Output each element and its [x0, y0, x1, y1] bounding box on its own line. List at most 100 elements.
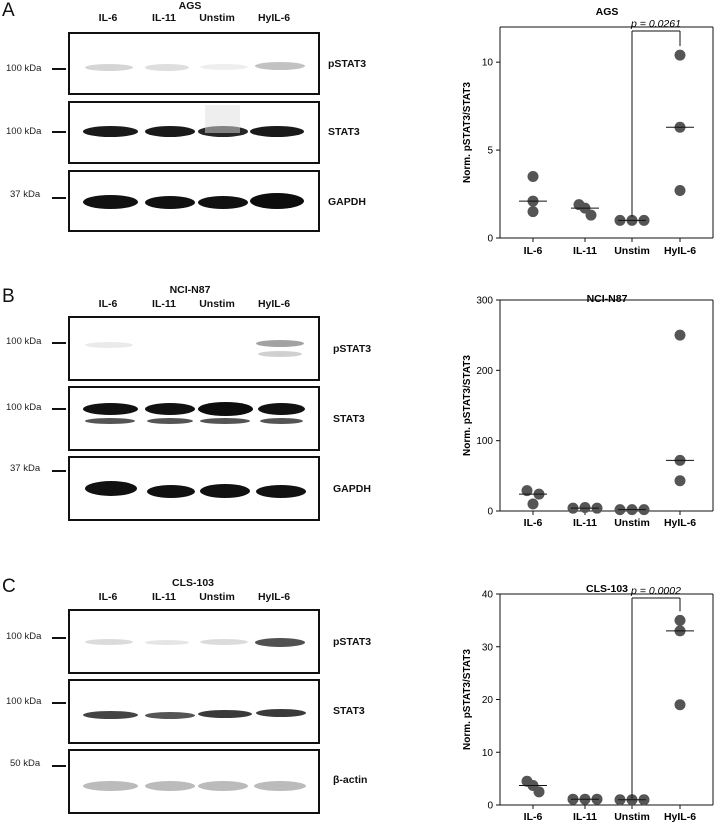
band — [83, 126, 138, 137]
data-point — [614, 214, 626, 226]
lane-label-il6-a: IL-6 — [98, 12, 118, 24]
band — [200, 484, 250, 498]
data-point — [674, 625, 686, 637]
y-tick-label: 100 — [476, 436, 493, 447]
mw-tick — [52, 637, 66, 639]
western-blot-pstat3-a — [68, 32, 320, 95]
x-tick-label: IL-11 — [573, 245, 597, 257]
band — [83, 403, 138, 415]
y-tick-label: 5 — [487, 146, 493, 157]
band — [83, 711, 138, 719]
x-tick-label: HyIL-6 — [664, 517, 696, 529]
y-axis-label: Norm. pSTAT3/STAT3 — [462, 82, 473, 183]
band — [260, 418, 303, 424]
y-tick-label: 40 — [482, 590, 494, 601]
data-point — [591, 502, 603, 514]
mw-marker: 100 kDa — [6, 126, 42, 137]
lane-label-il6-b: IL-6 — [98, 298, 118, 310]
mw-marker: 100 kDa — [6, 336, 42, 347]
band — [147, 418, 193, 424]
data-point — [638, 794, 650, 806]
mw-marker: 37 kDa — [10, 463, 41, 474]
y-axis-label: Norm. pSTAT3/STAT3 — [462, 649, 473, 750]
data-point — [591, 793, 603, 805]
chart-title: NCI-N87 — [587, 293, 628, 305]
data-point — [674, 329, 686, 341]
data-point — [585, 209, 597, 221]
data-point — [638, 214, 650, 226]
band — [256, 340, 304, 347]
band — [145, 640, 189, 645]
p-value-label: p = 0.0002 — [630, 585, 681, 597]
x-tick-label: Unstim — [614, 245, 650, 257]
data-point — [533, 488, 545, 500]
western-blot-gapdh-b — [68, 456, 320, 521]
band — [83, 781, 138, 791]
data-point — [674, 49, 686, 61]
band — [198, 710, 252, 718]
chart-title: CLS-103 — [586, 583, 628, 595]
blot-title-c: CLS-103 — [171, 577, 214, 589]
x-tick-label: HyIL-6 — [664, 811, 696, 823]
data-point — [614, 794, 626, 806]
western-blot-stat3-a — [68, 101, 320, 164]
band — [83, 195, 138, 209]
protein-label-gapdh-b: GAPDH — [333, 483, 371, 495]
band — [145, 126, 195, 137]
x-tick-label: IL-6 — [524, 517, 543, 529]
x-tick-label: IL-6 — [524, 811, 543, 823]
x-tick-label: HyIL-6 — [664, 245, 696, 257]
data-point — [527, 779, 539, 791]
data-point — [674, 185, 686, 197]
band — [145, 64, 189, 71]
band — [147, 485, 195, 498]
y-tick-label: 0 — [487, 801, 493, 812]
y-tick-label: 30 — [482, 642, 494, 653]
band — [256, 709, 306, 717]
data-point — [674, 454, 686, 466]
protein-label-pstat3-c: pSTAT3 — [333, 636, 372, 648]
band — [258, 403, 305, 415]
data-point — [638, 504, 650, 516]
mw-tick — [52, 470, 66, 472]
lane-label-il11-c: IL-11 — [152, 591, 176, 603]
data-point — [573, 199, 585, 211]
data-point — [579, 793, 591, 805]
x-tick-label: IL-11 — [573, 811, 597, 823]
data-point — [626, 214, 638, 226]
band — [85, 639, 133, 645]
western-blot-beta-actin-c — [68, 749, 320, 814]
mw-tick — [52, 702, 66, 704]
band — [254, 781, 306, 791]
lane-label-hyil6-a: HyIL-6 — [257, 12, 291, 24]
band — [255, 638, 305, 647]
panel-label-c: C — [2, 576, 16, 597]
mw-marker: 100 kDa — [6, 696, 42, 707]
protein-label-stat3-a: STAT3 — [328, 126, 360, 138]
data-point — [567, 502, 579, 514]
lane-label-hyil6-b: HyIL-6 — [257, 298, 291, 310]
p-value-label: p = 0.0261 — [630, 18, 681, 30]
data-point — [527, 498, 539, 510]
protein-label-stat3-c: STAT3 — [333, 705, 365, 717]
mw-marker: 100 kDa — [6, 402, 42, 413]
data-point — [521, 485, 533, 497]
x-tick-label: Unstim — [614, 517, 650, 529]
band — [145, 196, 195, 209]
y-tick-label: 300 — [476, 296, 493, 307]
band — [200, 418, 250, 424]
band — [145, 712, 195, 719]
band — [198, 781, 248, 791]
blot-title-a: AGS — [178, 0, 202, 12]
data-point — [567, 793, 579, 805]
protein-label-beta-actin-c: β-actin — [333, 774, 368, 786]
lane-label-il6-c: IL-6 — [98, 591, 118, 603]
band — [256, 485, 306, 498]
band — [255, 62, 305, 70]
data-point — [527, 206, 539, 218]
mw-marker: 100 kDa — [6, 631, 42, 642]
y-axis-label: Norm. pSTAT3/STAT3 — [462, 355, 473, 456]
western-blot-pstat3-b — [68, 316, 320, 381]
western-blot-pstat3-c — [68, 609, 320, 674]
lane-label-hyil6-c: HyIL-6 — [257, 591, 291, 603]
